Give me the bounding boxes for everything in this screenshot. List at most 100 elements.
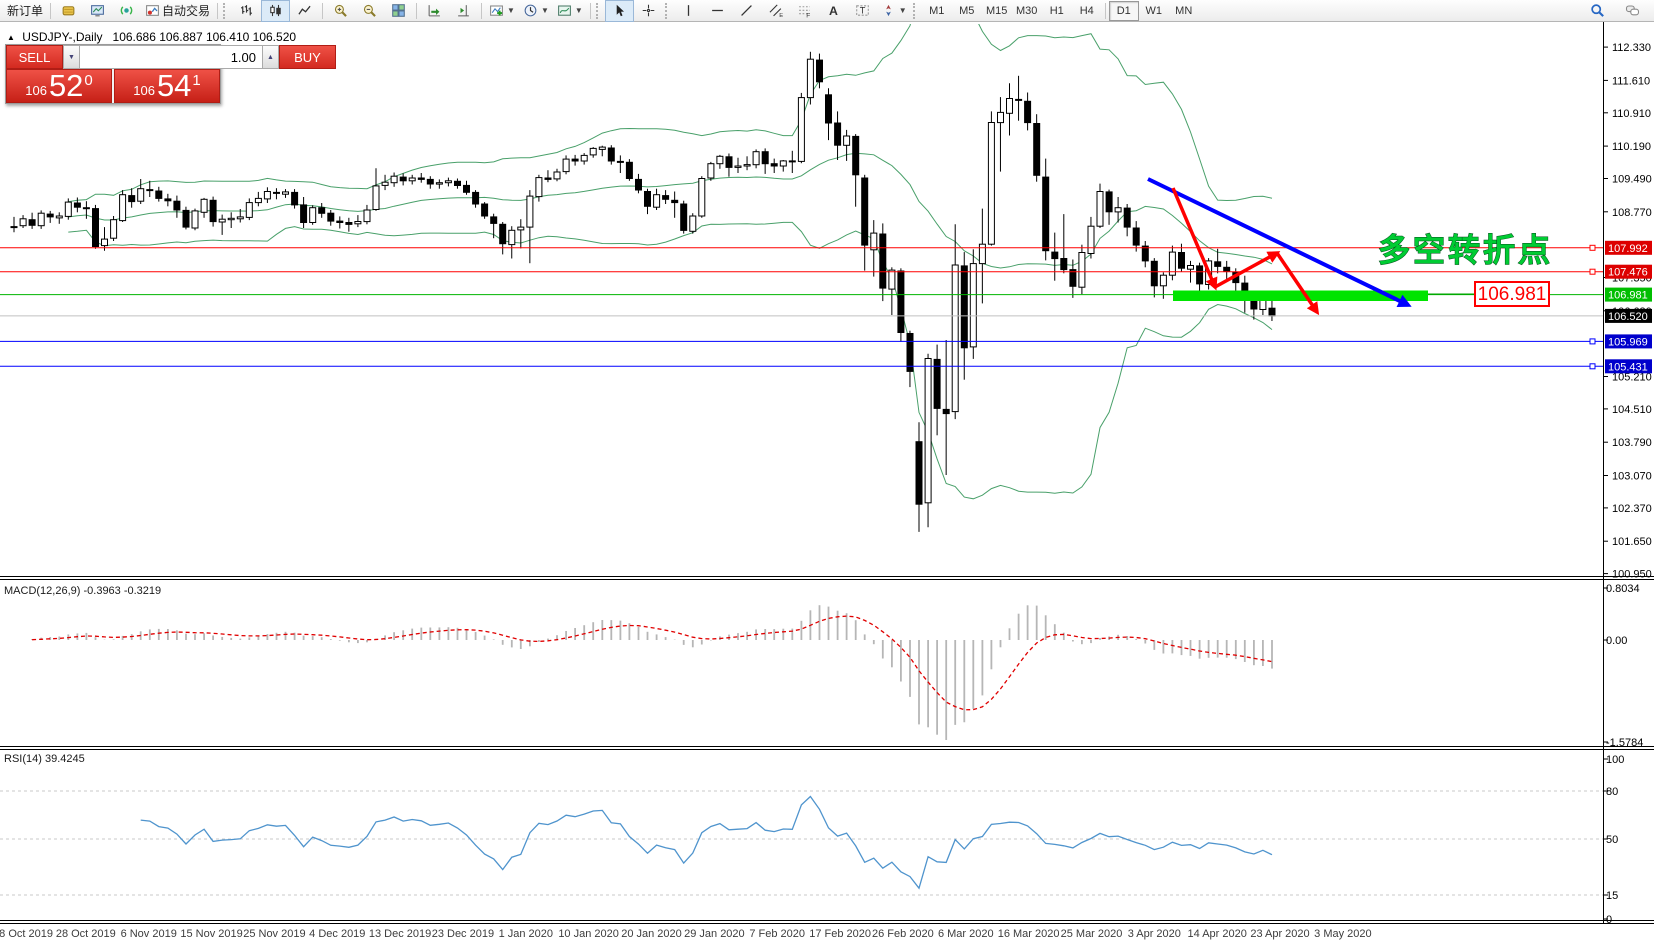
volume-input[interactable] bbox=[80, 45, 262, 69]
hline-105431[interactable] bbox=[0, 363, 1603, 370]
sell-button[interactable]: SELL bbox=[6, 45, 63, 69]
auto-scroll-button[interactable] bbox=[420, 0, 449, 22]
chevron-down-icon[interactable]: ▼ bbox=[540, 6, 549, 15]
toolbar-separator bbox=[481, 2, 483, 19]
svg-text:26 Feb 2020: 26 Feb 2020 bbox=[872, 928, 934, 940]
text-label-button[interactable]: T bbox=[848, 0, 877, 22]
svg-text:29 Jan 2020: 29 Jan 2020 bbox=[684, 928, 745, 940]
sell-price-quote[interactable]: 106 52 0 bbox=[6, 69, 112, 103]
autotrading-button[interactable]: 自动交易 bbox=[141, 0, 214, 22]
tile-windows-button[interactable] bbox=[384, 0, 413, 22]
timeframe-w1-button[interactable]: W1 bbox=[1145, 4, 1162, 17]
volume-down-button[interactable]: ▼ bbox=[63, 45, 80, 69]
crosshair-button[interactable] bbox=[634, 0, 663, 22]
svg-text:25 Mar 2020: 25 Mar 2020 bbox=[1061, 928, 1123, 940]
chevron-down-icon[interactable]: ▼ bbox=[507, 6, 515, 15]
svg-text:23 Dec 2019: 23 Dec 2019 bbox=[432, 928, 494, 940]
symbol-search-button[interactable] bbox=[1583, 0, 1612, 22]
candlesticks bbox=[10, 51, 1276, 532]
timeframe-m1-button[interactable]: M1 bbox=[929, 4, 945, 17]
hline-107992[interactable] bbox=[0, 244, 1603, 251]
timeframe-m5-button[interactable]: M5 bbox=[959, 4, 975, 17]
support-zone-bar[interactable] bbox=[1173, 290, 1428, 302]
buy-price-small: 106 bbox=[133, 83, 155, 98]
trend-icon bbox=[740, 5, 752, 16]
fibonacci-button[interactable]: F bbox=[790, 0, 819, 22]
timeframe-m15-button[interactable]: M15 bbox=[986, 4, 1008, 17]
timeframe-h1-button[interactable]: H1 bbox=[1049, 4, 1064, 17]
zigzag-arrow-segment[interactable] bbox=[1275, 252, 1320, 316]
down-trendline-arrow[interactable] bbox=[1147, 177, 1412, 307]
signals-icon-button[interactable] bbox=[112, 0, 141, 22]
text-button[interactable]: A bbox=[819, 0, 848, 22]
zigzag-arrow-segment[interactable] bbox=[1214, 251, 1281, 289]
autotrading-icon bbox=[146, 5, 159, 16]
svg-text:17 Feb 2020: 17 Feb 2020 bbox=[809, 928, 871, 940]
line-chart-button[interactable] bbox=[290, 0, 319, 22]
templates-button[interactable]: ▼ bbox=[553, 0, 587, 22]
svg-text:18 Oct 2019: 18 Oct 2019 bbox=[0, 928, 53, 940]
price-badge-105431: 105.431 bbox=[1605, 359, 1652, 374]
svg-text:101.650: 101.650 bbox=[1612, 536, 1652, 548]
svg-text:3 Apr 2020: 3 Apr 2020 bbox=[1128, 928, 1181, 940]
arrows-button[interactable]: ▼ bbox=[877, 0, 911, 22]
toolbar-drag-handle[interactable] bbox=[664, 2, 670, 19]
buy-button[interactable]: BUY bbox=[279, 45, 336, 69]
hline-107476[interactable] bbox=[0, 268, 1603, 275]
price-axis: 112.330 111.610 110.910 110.190 109.490 108.7… bbox=[1603, 42, 1652, 926]
chart-shift-button[interactable] bbox=[449, 0, 478, 22]
candlestick-chart-button[interactable] bbox=[261, 0, 291, 22]
toolbar-separator bbox=[1104, 2, 1106, 19]
chart-canvas[interactable]: 112.330 111.610 110.910 110.190 109.490 108.7… bbox=[0, 22, 1654, 944]
bar-chart-button[interactable] bbox=[232, 0, 261, 22]
svg-text:50: 50 bbox=[1606, 834, 1618, 846]
svg-text:106.981: 106.981 bbox=[1608, 290, 1648, 302]
timeframe-d1-button[interactable]: D1 bbox=[1108, 0, 1139, 21]
fibo-icon: F bbox=[798, 6, 810, 18]
new-order-button[interactable]: 新订单 bbox=[7, 4, 44, 18]
svg-text:F: F bbox=[806, 13, 810, 18]
volume-up-button[interactable]: ▲ bbox=[262, 45, 279, 69]
hline-105969[interactable] bbox=[0, 338, 1603, 345]
svg-text:23 Apr 2020: 23 Apr 2020 bbox=[1250, 928, 1309, 940]
zoom-in-button[interactable] bbox=[326, 0, 355, 22]
toolbar-drag-handle[interactable] bbox=[912, 2, 918, 19]
zigzag-arrow-segment[interactable] bbox=[1171, 187, 1218, 291]
chat-button[interactable] bbox=[1618, 0, 1647, 22]
chat-icon bbox=[1625, 5, 1640, 16]
macd-plot bbox=[31, 605, 1273, 740]
svg-text:7 Feb 2020: 7 Feb 2020 bbox=[749, 928, 805, 940]
market-depth-icon-button[interactable] bbox=[54, 0, 83, 22]
trendline-button[interactable] bbox=[732, 0, 761, 22]
cursor-button[interactable] bbox=[604, 0, 634, 22]
svg-text:20 Jan 2020: 20 Jan 2020 bbox=[621, 928, 682, 940]
crosshair-icon bbox=[642, 4, 655, 17]
price-flag-106981[interactable]: 106.981 bbox=[1474, 281, 1550, 307]
horizontal-line-button[interactable] bbox=[703, 0, 732, 22]
toolbar-drag-handle[interactable] bbox=[595, 2, 601, 19]
zoom-out-button[interactable] bbox=[355, 0, 384, 22]
chevron-down-icon[interactable]: ▼ bbox=[574, 6, 583, 15]
terminal-icon-button[interactable] bbox=[83, 0, 112, 22]
textA-icon: A bbox=[829, 4, 838, 18]
signals-icon bbox=[120, 6, 133, 15]
buy-price-sup: 1 bbox=[192, 72, 201, 89]
buy-price-quote[interactable]: 106 54 1 bbox=[114, 69, 220, 103]
price-badge-107992: 107.992 bbox=[1605, 240, 1652, 255]
timeframe-mn-button[interactable]: MN bbox=[1175, 4, 1193, 17]
price-badge-106520: 106.520 bbox=[1605, 308, 1652, 323]
indicators-button[interactable]: ▼ bbox=[485, 0, 519, 22]
sell-price-sup: 0 bbox=[84, 72, 93, 89]
vertical-line-button[interactable] bbox=[674, 0, 703, 22]
periods-button[interactable]: ▼ bbox=[519, 0, 553, 22]
cn-annotation-text[interactable]: 多空转折点 bbox=[1378, 232, 1553, 269]
one-click-trading-panel: SELL ▼ ▲ BUY 106 52 0 106 54 1 bbox=[5, 44, 336, 104]
equidistant-channel-button[interactable]: E bbox=[761, 0, 790, 22]
chevron-down-icon[interactable]: ▼ bbox=[898, 6, 907, 15]
timeframe-m30-button[interactable]: M30 bbox=[1016, 4, 1038, 17]
timeframe-h4-button[interactable]: H4 bbox=[1079, 4, 1094, 17]
svg-text:112.330: 112.330 bbox=[1612, 42, 1651, 54]
svg-text:25 Nov 2019: 25 Nov 2019 bbox=[243, 928, 305, 940]
toolbar-drag-handle[interactable] bbox=[223, 2, 228, 19]
